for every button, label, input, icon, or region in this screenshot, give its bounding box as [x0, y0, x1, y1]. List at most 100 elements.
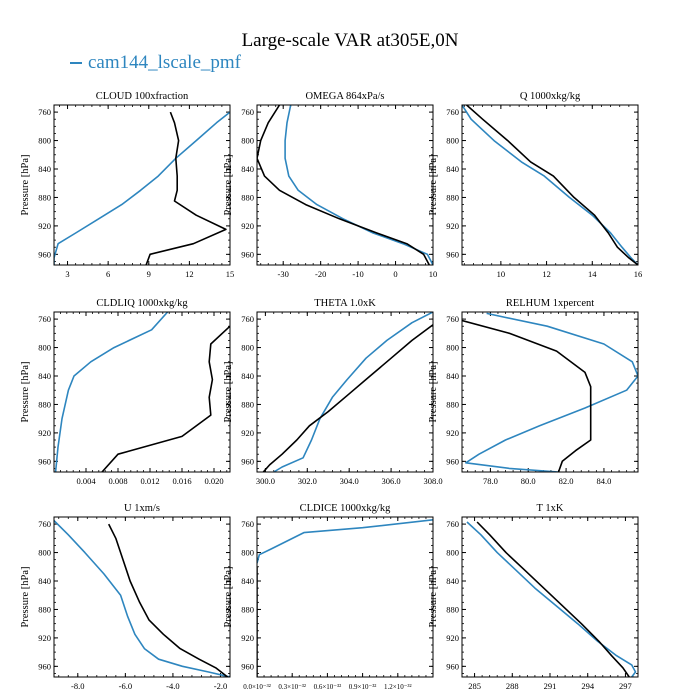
x-tick-label: 10 — [497, 269, 506, 279]
panel-5: RELHUM 1xpercent Pressure [hPa] 760 800 840 8… — [428, 298, 639, 486]
y-tick-label: 880 — [38, 192, 51, 202]
x-tick-label: 84.0 — [596, 476, 611, 486]
x-tick-label: 16 — [634, 269, 643, 279]
y-tick-label: 760 — [241, 107, 254, 117]
y-tick-label: 760 — [241, 519, 254, 529]
series-line-reference — [107, 523, 229, 677]
panel-4: THETA 1.0xK Pressure [hPa] 760 800 840 880 920… — [223, 298, 443, 486]
y-tick-label: 840 — [241, 164, 254, 174]
panel-title: THETA 1.0xK — [314, 298, 376, 309]
y-tick-label: 880 — [241, 399, 254, 409]
y-tick-label: 840 — [446, 164, 459, 174]
plot-frame — [53, 516, 231, 678]
y-tick-label: 880 — [446, 192, 459, 202]
y-tick-label: 960 — [446, 249, 459, 259]
panel-6: U 1xm/s Pressure [hPa] 760 800 840 880 920 960 -… — [20, 503, 231, 691]
x-tick-label: 0.008 — [108, 476, 127, 486]
x-tick-label: 1.2×10⁻³² — [384, 683, 412, 691]
x-tick-label: 15 — [226, 269, 235, 279]
y-axis-label: Pressure [hPa] — [428, 362, 439, 423]
y-tick-label: 960 — [38, 456, 51, 466]
x-tick-label: 0.9×10⁻³² — [349, 683, 377, 691]
panel-title: CLDLIQ 1000xkg/kg — [96, 298, 188, 309]
y-tick-label: 920 — [241, 633, 254, 643]
y-tick-label: 840 — [241, 576, 254, 586]
y-tick-label: 800 — [446, 343, 459, 353]
x-tick-label: 3 — [65, 269, 69, 279]
legend-label: cam144_lscale_pmf — [88, 52, 242, 73]
y-tick-label: 760 — [446, 107, 459, 117]
y-tick-label: 800 — [38, 343, 51, 353]
y-tick-label: 960 — [446, 661, 459, 671]
y-tick-label: 880 — [38, 604, 51, 614]
y-tick-label: 760 — [38, 519, 51, 529]
panel-0: CLOUD 100xfraction Pressure [hPa] 760 800 84… — [20, 91, 234, 279]
y-axis-label: Pressure [hPa] — [223, 567, 234, 628]
y-tick-label: 840 — [38, 164, 51, 174]
x-tick-label: 0.012 — [140, 476, 159, 486]
y-tick-label: 760 — [446, 314, 459, 324]
x-tick-label: 288 — [506, 681, 519, 691]
y-tick-label: 880 — [38, 399, 51, 409]
y-tick-label: 800 — [38, 548, 51, 558]
y-tick-label: 880 — [446, 399, 459, 409]
x-tick-label: 0.6×10⁻³² — [314, 683, 342, 691]
y-tick-label: 760 — [38, 107, 51, 117]
plot-frame — [53, 104, 231, 266]
x-tick-label: 0.020 — [204, 476, 223, 486]
y-tick-label: 920 — [446, 221, 459, 231]
y-tick-label: 920 — [38, 221, 51, 231]
x-tick-label: -2.0 — [214, 681, 227, 691]
plot-frame — [461, 311, 639, 473]
y-axis-label: Pressure [hPa] — [428, 567, 439, 628]
panel-2: Q 1000xkg/kg Pressure [hPa] 760 800 840 880 92… — [428, 91, 642, 279]
x-tick-label: 285 — [468, 681, 481, 691]
series-line-reference — [145, 111, 227, 265]
y-tick-label: 880 — [241, 604, 254, 614]
x-tick-label: 308.0 — [423, 476, 442, 486]
x-tick-label: -8.0 — [71, 681, 84, 691]
x-tick-label: 6 — [106, 269, 110, 279]
figure-title: Large-scale VAR at305E,0N — [241, 30, 459, 51]
y-tick-label: 960 — [241, 249, 254, 259]
x-tick-label: 0.3×10⁻³² — [278, 683, 306, 691]
y-tick-label: 920 — [241, 221, 254, 231]
series-line-model — [54, 520, 230, 677]
plot-frame — [256, 311, 434, 473]
y-axis-label: Pressure [hPa] — [20, 362, 31, 423]
y-tick-label: 760 — [38, 314, 51, 324]
x-tick-label: 78.0 — [483, 476, 498, 486]
y-tick-label: 800 — [241, 136, 254, 146]
x-tick-label: 9 — [147, 269, 151, 279]
y-tick-label: 840 — [38, 371, 51, 381]
plot-frame — [53, 311, 231, 473]
x-tick-label: 300.0 — [256, 476, 275, 486]
series-line-model — [273, 312, 433, 472]
y-tick-label: 800 — [38, 136, 51, 146]
y-axis-label: Pressure [hPa] — [20, 567, 31, 628]
x-tick-label: 10 — [429, 269, 438, 279]
series-line-reference — [466, 105, 638, 265]
panel-title: U 1xm/s — [124, 503, 160, 514]
x-tick-label: 12 — [542, 269, 551, 279]
y-tick-label: 960 — [241, 661, 254, 671]
y-tick-label: 960 — [38, 249, 51, 259]
x-tick-label: -6.0 — [119, 681, 132, 691]
y-axis-label: Pressure [hPa] — [223, 362, 234, 423]
x-tick-label: 14 — [588, 269, 597, 279]
panel-3: CLDLIQ 1000xkg/kg Pressure [hPa] 760 800 840… — [20, 298, 231, 486]
series-line-reference — [462, 319, 592, 472]
series-line-model — [284, 105, 433, 265]
panel-title: RELHUM 1xpercent — [506, 298, 594, 309]
panel-7: CLDICE 1000xkg/kg Pressure [hPa] 760 800 840… — [223, 503, 434, 691]
series-line-reference — [262, 324, 433, 472]
panel-8: T 1xK Pressure [hPa] 760 800 840 880 920 960 285… — [428, 503, 639, 691]
y-tick-label: 800 — [446, 548, 459, 558]
series-line-model — [54, 111, 230, 265]
series-line-reference — [257, 105, 431, 265]
panel-title: Q 1000xkg/kg — [520, 91, 581, 102]
y-tick-label: 960 — [241, 456, 254, 466]
series-line-model — [466, 521, 637, 677]
series-line-model — [257, 519, 433, 564]
y-tick-label: 880 — [241, 192, 254, 202]
